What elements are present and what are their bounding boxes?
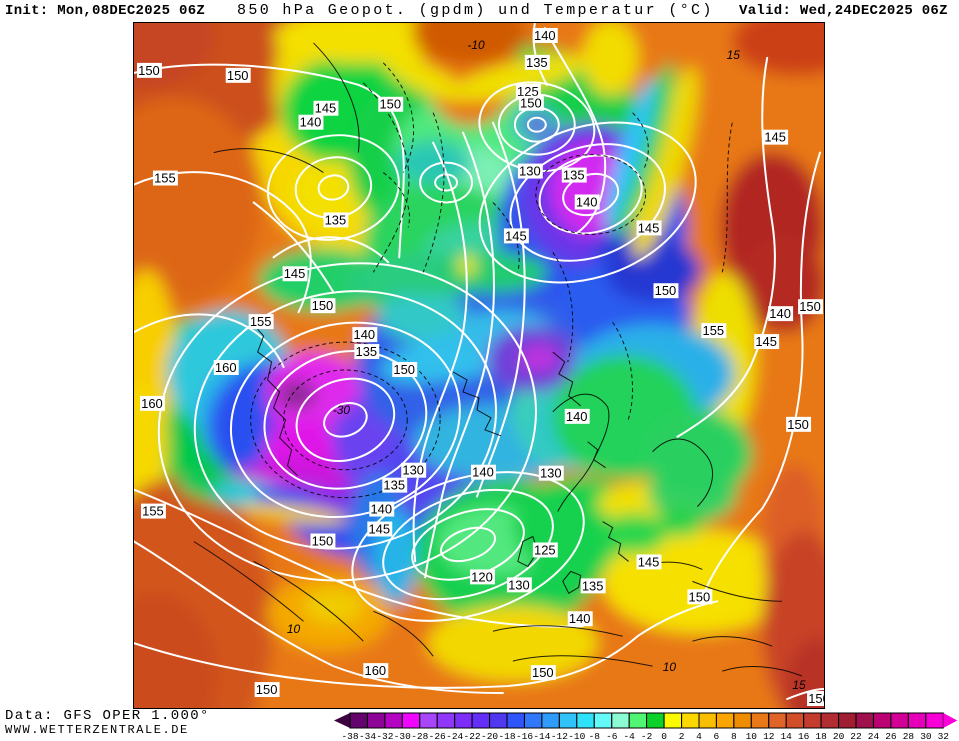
svg-text:120: 120 xyxy=(471,569,493,584)
svg-text:-28: -28 xyxy=(411,731,428,741)
svg-text:155: 155 xyxy=(154,171,176,186)
svg-text:140: 140 xyxy=(534,28,556,43)
svg-text:135: 135 xyxy=(526,55,548,70)
svg-text:150: 150 xyxy=(787,417,809,432)
svg-text:0: 0 xyxy=(661,731,667,741)
svg-text:24: 24 xyxy=(868,731,880,741)
svg-text:-4: -4 xyxy=(623,731,635,741)
svg-text:2: 2 xyxy=(679,731,685,741)
svg-text:135: 135 xyxy=(563,168,585,183)
svg-text:150: 150 xyxy=(138,63,160,78)
svg-text:-14: -14 xyxy=(533,731,550,741)
svg-text:140: 140 xyxy=(769,306,791,321)
svg-text:28: 28 xyxy=(903,731,915,741)
svg-text:-20: -20 xyxy=(481,731,498,741)
svg-text:135: 135 xyxy=(325,212,347,227)
svg-text:22: 22 xyxy=(850,731,862,741)
svg-text:-10: -10 xyxy=(467,38,485,52)
svg-text:-34: -34 xyxy=(359,731,376,741)
svg-text:-22: -22 xyxy=(464,731,481,741)
svg-text:6: 6 xyxy=(714,731,720,741)
svg-text:135: 135 xyxy=(383,478,405,493)
svg-text:145: 145 xyxy=(764,130,786,145)
svg-text:-24: -24 xyxy=(446,731,463,741)
svg-text:160: 160 xyxy=(141,396,163,411)
svg-text:145: 145 xyxy=(505,228,527,243)
svg-text:145: 145 xyxy=(315,101,337,116)
svg-text:-16: -16 xyxy=(516,731,533,741)
svg-text:150: 150 xyxy=(655,283,677,298)
svg-text:140: 140 xyxy=(370,502,392,517)
svg-text:-18: -18 xyxy=(498,731,515,741)
svg-text:16: 16 xyxy=(798,731,810,741)
svg-text:145: 145 xyxy=(638,554,660,569)
svg-text:140: 140 xyxy=(472,465,494,480)
svg-text:150: 150 xyxy=(808,691,825,706)
svg-text:10: 10 xyxy=(746,731,758,741)
svg-text:135: 135 xyxy=(582,578,604,593)
svg-text:20: 20 xyxy=(833,731,845,741)
svg-text:15: 15 xyxy=(792,678,806,692)
svg-text:160: 160 xyxy=(215,360,237,375)
svg-text:18: 18 xyxy=(815,731,827,741)
svg-text:32: 32 xyxy=(938,731,950,741)
svg-text:26: 26 xyxy=(885,731,897,741)
svg-text:145: 145 xyxy=(755,334,777,349)
svg-text:14: 14 xyxy=(780,731,792,741)
svg-text:145: 145 xyxy=(368,522,390,537)
svg-text:150: 150 xyxy=(312,298,334,313)
svg-text:140: 140 xyxy=(300,115,322,130)
svg-text:150: 150 xyxy=(799,299,821,314)
svg-text:150: 150 xyxy=(312,533,334,548)
svg-text:125: 125 xyxy=(534,542,556,557)
svg-text:140: 140 xyxy=(569,611,591,626)
svg-text:130: 130 xyxy=(519,164,541,179)
svg-text:10: 10 xyxy=(663,660,677,674)
svg-text:150: 150 xyxy=(256,682,278,697)
svg-text:-38: -38 xyxy=(341,731,358,741)
svg-text:135: 135 xyxy=(356,344,378,359)
svg-text:155: 155 xyxy=(250,314,272,329)
svg-text:150: 150 xyxy=(393,362,415,377)
svg-text:-6: -6 xyxy=(606,731,618,741)
svg-text:30: 30 xyxy=(920,731,932,741)
svg-text:140: 140 xyxy=(566,409,588,424)
svg-text:-32: -32 xyxy=(376,731,393,741)
svg-text:-30: -30 xyxy=(333,403,351,417)
svg-text:145: 145 xyxy=(284,266,306,281)
svg-text:-8: -8 xyxy=(589,731,601,741)
svg-text:-2: -2 xyxy=(641,731,653,741)
svg-text:-12: -12 xyxy=(551,731,568,741)
svg-text:-30: -30 xyxy=(394,731,411,741)
svg-text:150: 150 xyxy=(520,96,542,111)
svg-text:130: 130 xyxy=(508,577,530,592)
svg-text:160: 160 xyxy=(364,663,386,678)
svg-text:145: 145 xyxy=(638,220,660,235)
svg-text:150: 150 xyxy=(689,589,711,604)
svg-text:-26: -26 xyxy=(429,731,446,741)
svg-text:4: 4 xyxy=(696,731,702,741)
svg-text:125: 125 xyxy=(517,84,539,99)
svg-text:155: 155 xyxy=(142,504,164,519)
svg-text:140: 140 xyxy=(576,194,598,209)
svg-text:8: 8 xyxy=(731,731,737,741)
svg-text:150: 150 xyxy=(532,665,554,680)
svg-text:15: 15 xyxy=(727,48,741,62)
svg-text:130: 130 xyxy=(540,466,562,481)
svg-text:155: 155 xyxy=(703,323,725,338)
svg-text:12: 12 xyxy=(763,731,775,741)
svg-text:10: 10 xyxy=(287,622,301,636)
svg-text:150: 150 xyxy=(379,97,401,112)
svg-text:140: 140 xyxy=(354,327,376,342)
svg-text:150: 150 xyxy=(227,68,249,83)
svg-text:-10: -10 xyxy=(568,731,585,741)
svg-text:130: 130 xyxy=(402,463,424,478)
